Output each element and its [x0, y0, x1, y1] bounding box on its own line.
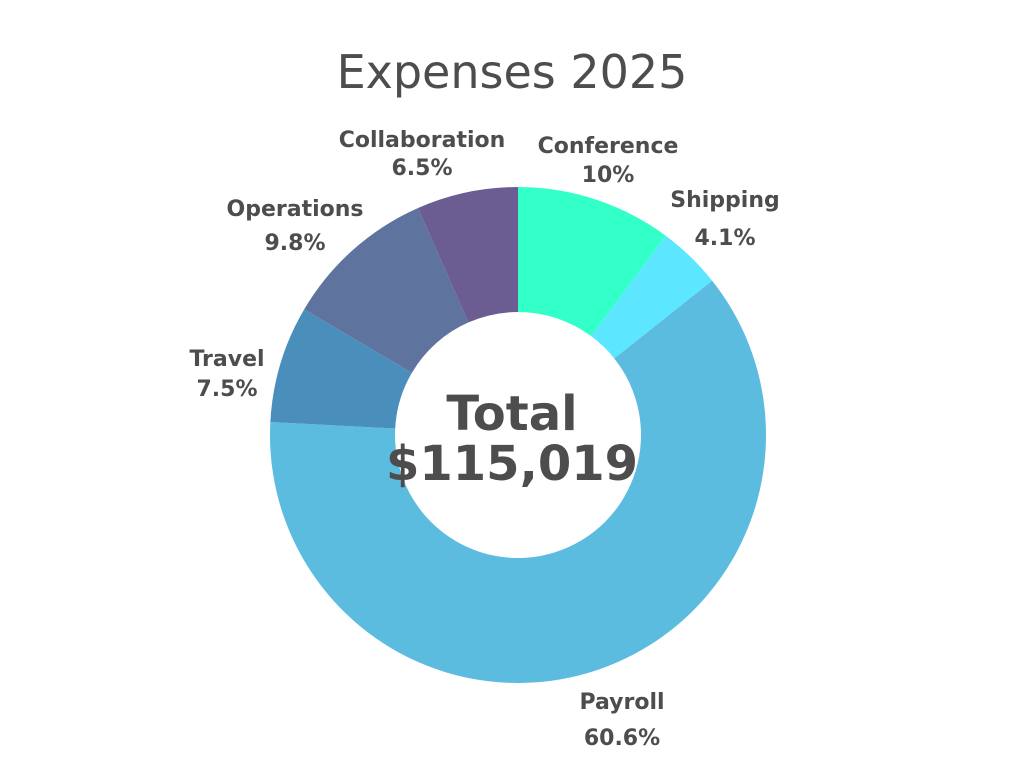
- slices-group: [269, 187, 766, 683]
- slice-value-conference: 10%: [582, 163, 635, 188]
- slice-label-operations: Operations: [227, 197, 364, 222]
- slice-value-travel: 7.5%: [196, 377, 257, 402]
- slice-label-conference: Conference: [538, 134, 679, 159]
- center-label-amount: $115,019: [386, 436, 638, 492]
- slice-payroll: [269, 280, 766, 683]
- slice-label-shipping: Shipping: [670, 188, 780, 213]
- slice-travel: [270, 309, 412, 429]
- slice-operations: [304, 208, 469, 373]
- slice-label-travel: Travel: [189, 347, 264, 372]
- slice-shipping: [591, 235, 713, 359]
- slice-value-operations: 9.8%: [264, 231, 325, 256]
- slice-conference: [518, 187, 666, 337]
- slice-value-payroll: 60.6%: [584, 726, 660, 751]
- slice-collaboration: [418, 187, 518, 323]
- slice-label-collaboration: Collaboration: [339, 128, 506, 153]
- slice-value-collaboration: 6.5%: [391, 156, 452, 181]
- slice-labels-group: Conference 10% Shipping 4.1% Payroll 60.6% Tra…: [189, 128, 779, 751]
- slice-label-payroll: Payroll: [579, 690, 664, 715]
- slice-value-shipping: 4.1%: [694, 226, 755, 251]
- chart-title: Expenses 2025: [337, 45, 688, 99]
- center-label-total: Total: [446, 386, 577, 442]
